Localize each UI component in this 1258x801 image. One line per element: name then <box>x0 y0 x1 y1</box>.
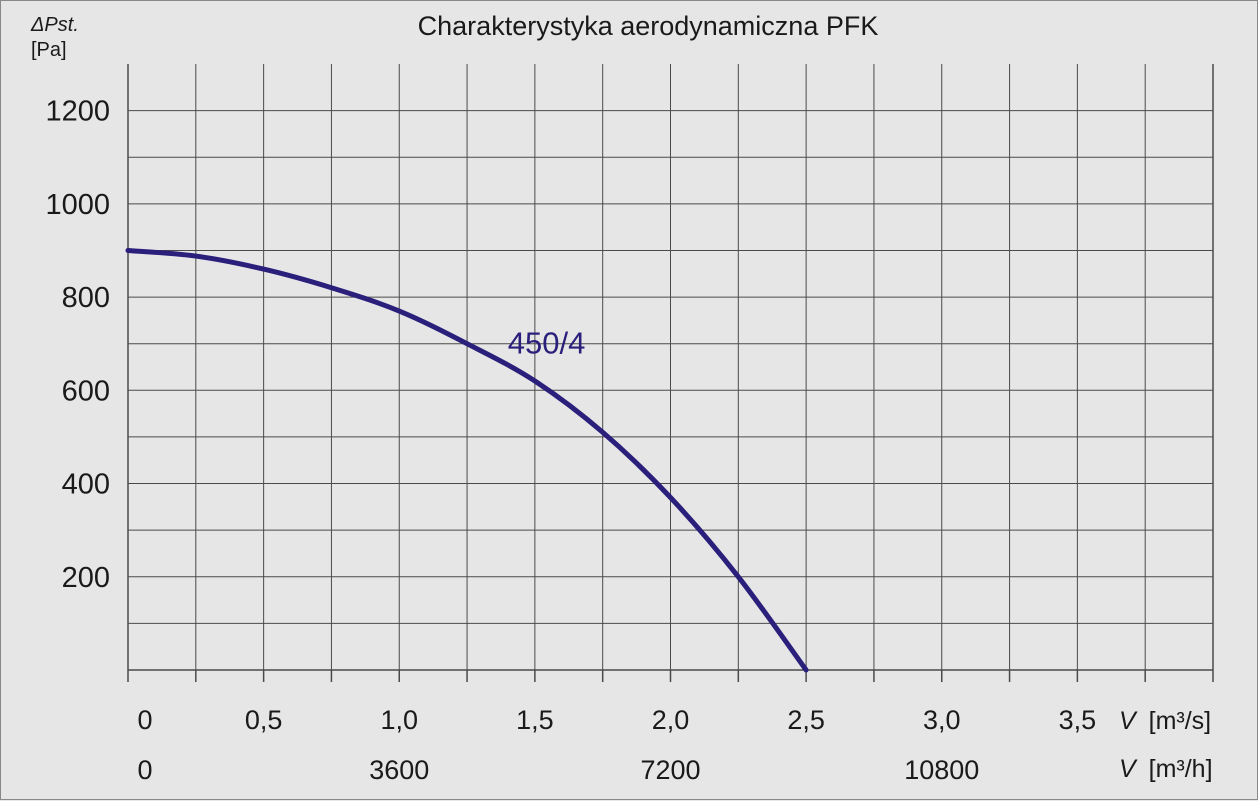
x-tick-label-secondary: 7200 <box>640 755 700 785</box>
y-tick-label: 400 <box>62 469 110 501</box>
y-tick-label: 800 <box>62 282 110 314</box>
x-tick-label-primary: 1,0 <box>380 705 418 735</box>
series-group <box>125 247 809 673</box>
series-line-450-4 <box>125 247 809 673</box>
y-tick-label: 1200 <box>45 96 110 128</box>
y-tick-label: 1000 <box>45 189 110 221</box>
y-tick-label: 200 <box>62 562 110 594</box>
x-tick-label-primary: 0 <box>137 705 152 735</box>
svg-text:V [m³/s]: V [m³/s] <box>1119 707 1211 735</box>
svg-text:V [m³/h]: V [m³/h] <box>1119 755 1213 783</box>
x-tick-label-primary: 2,5 <box>787 705 825 735</box>
x-axis-unit-text-primary: [m³/s] <box>1149 707 1212 735</box>
x-axis-unit-primary: V [m³/s] <box>1119 707 1211 735</box>
x-axis-unit-text-secondary: [m³/h] <box>1149 755 1213 783</box>
x-tick-label-secondary: 10800 <box>904 755 979 785</box>
x-axis-symbol-secondary: V <box>1119 755 1138 783</box>
x-tick-label-primary: 2,0 <box>652 705 690 735</box>
grid-lines <box>128 64 1213 670</box>
x-tick-label-primary: 3,5 <box>1059 705 1097 735</box>
y-axis-symbol: ΔPst. <box>30 14 79 36</box>
series-annotation-label: 450/4 <box>508 326 586 361</box>
axes <box>127 64 1214 682</box>
x-tick-label-primary: 0,5 <box>245 705 283 735</box>
y-tick-labels: 200 400 600 800 1000 1200 <box>45 96 110 594</box>
x-tick-label-primary: 3,0 <box>923 705 961 735</box>
y-axis-unit: [Pa] <box>31 39 67 61</box>
y-tick-label: 600 <box>62 375 110 407</box>
x-tick-labels-secondary: 0 3600 7200 10800 <box>137 755 979 785</box>
annotations: 450/4 <box>508 326 586 361</box>
x-tick-labels-primary: 0 0,5 1,0 1,5 2,0 2,5 3,0 3,5 <box>137 705 1096 735</box>
chart-title: Charakterystyka aerodynamiczna PFK <box>418 11 879 41</box>
x-axis-unit-secondary: V [m³/h] <box>1119 755 1213 783</box>
x-tick-label-primary: 1,5 <box>516 705 554 735</box>
x-axis-symbol-primary: V <box>1119 707 1138 735</box>
x-tick-label-secondary: 0 <box>137 755 152 785</box>
x-tick-label-secondary: 3600 <box>369 755 429 785</box>
